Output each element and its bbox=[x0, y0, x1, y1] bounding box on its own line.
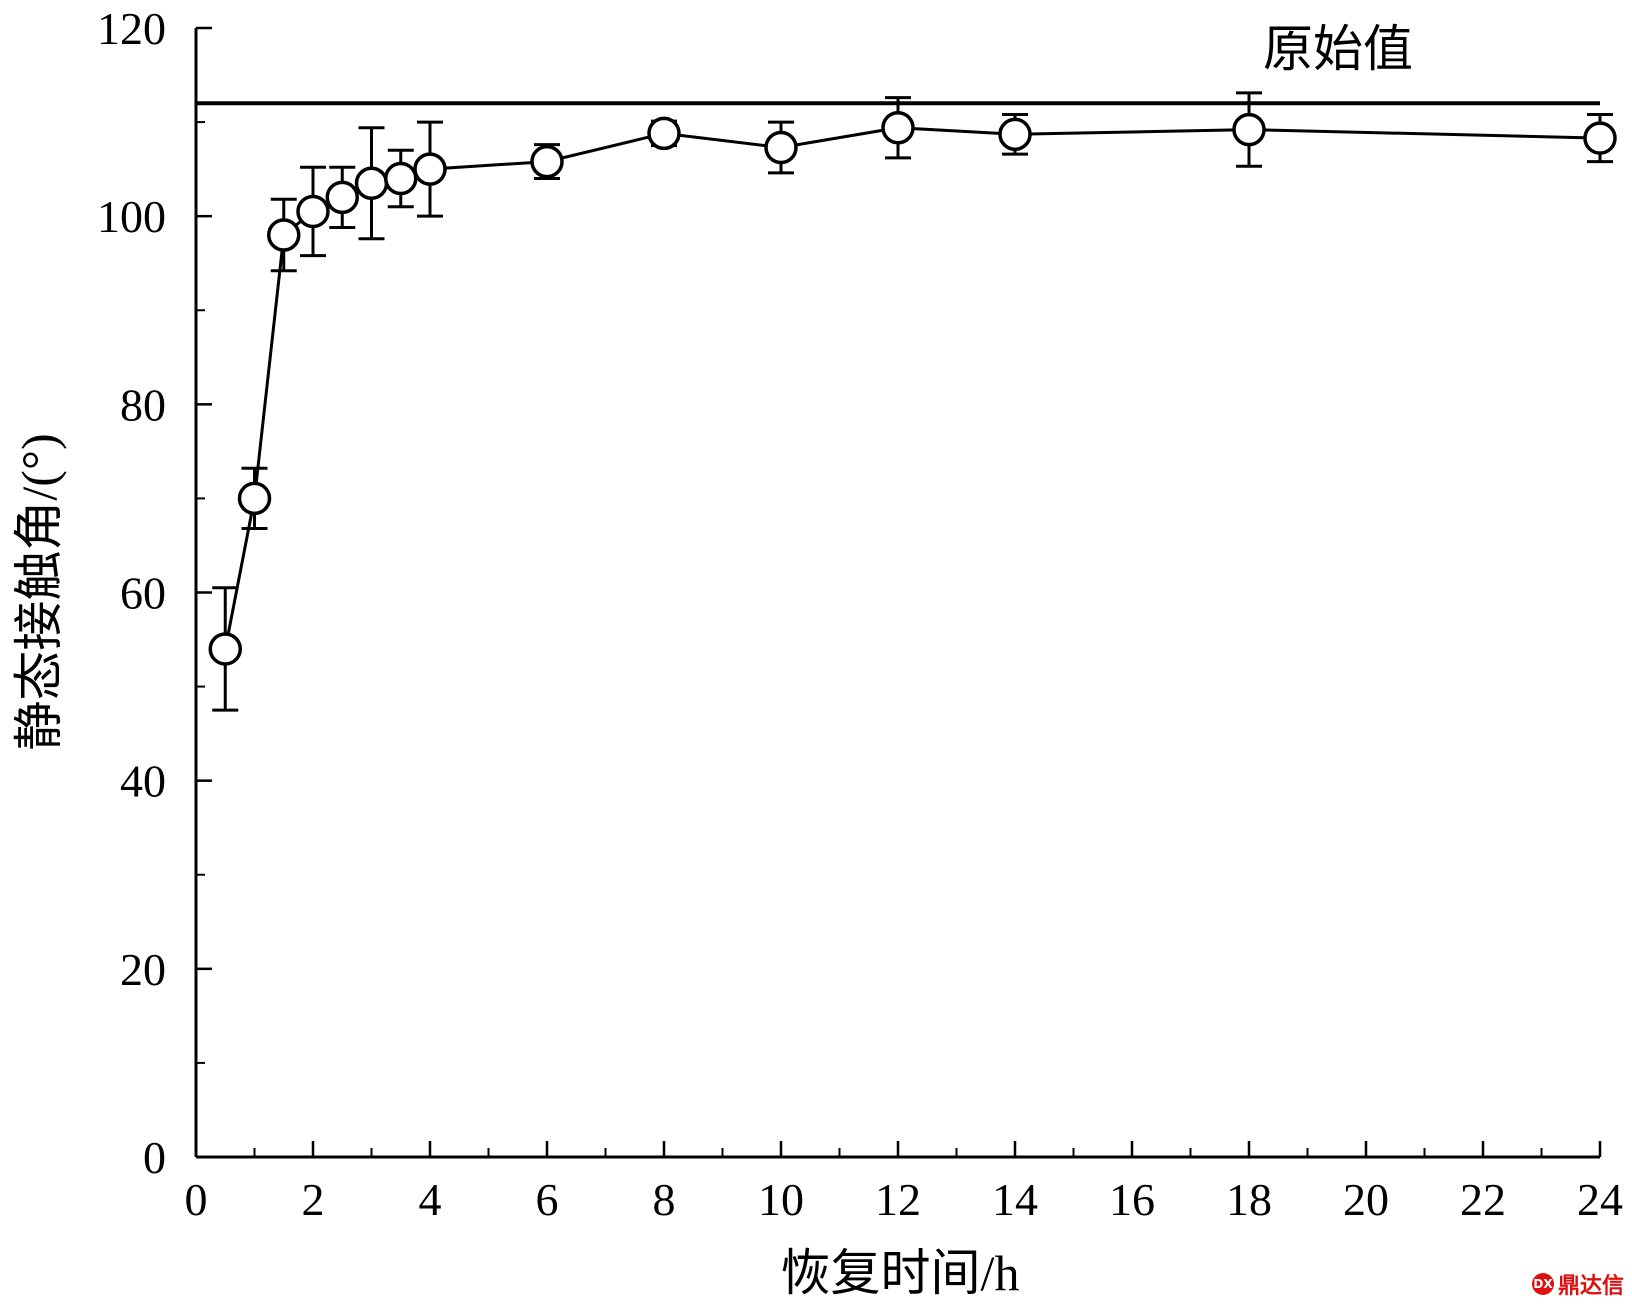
y-tick-label: 20 bbox=[120, 944, 166, 995]
data-point bbox=[208, 632, 242, 666]
data-point bbox=[881, 110, 915, 145]
data-point bbox=[296, 194, 330, 229]
x-tick-label: 24 bbox=[1577, 1174, 1623, 1225]
axes bbox=[194, 28, 1600, 1159]
x-tick-label: 6 bbox=[536, 1174, 559, 1225]
reference-line-group: 原始值 bbox=[196, 21, 1600, 106]
y-tick-label: 120 bbox=[97, 3, 166, 54]
data-point bbox=[354, 166, 389, 200]
data-point bbox=[1232, 112, 1266, 147]
reference-line-label: 原始值 bbox=[1263, 21, 1413, 77]
data-point bbox=[998, 117, 1032, 152]
x-tick-label: 4 bbox=[419, 1174, 442, 1225]
watermark: DX 鼎达信 bbox=[1531, 1268, 1624, 1300]
data-point bbox=[413, 152, 447, 186]
y-tick-label: 60 bbox=[120, 568, 166, 619]
x-tick-label: 10 bbox=[758, 1174, 804, 1225]
x-tick-label: 18 bbox=[1226, 1174, 1272, 1225]
y-tick-label: 0 bbox=[143, 1132, 166, 1183]
x-tick-label: 0 bbox=[185, 1174, 208, 1225]
watermark-text: 鼎达信 bbox=[1557, 1274, 1624, 1299]
x-tick-label: 12 bbox=[875, 1174, 921, 1225]
watermark-logo-icon: DX bbox=[1531, 1273, 1554, 1295]
y-tick-label: 100 bbox=[97, 191, 166, 242]
x-tick-label: 2 bbox=[302, 1174, 325, 1225]
y-axis-title: 静态接触角/(°) bbox=[11, 433, 67, 750]
y-tick-label: 80 bbox=[120, 379, 166, 430]
x-tick-label: 22 bbox=[1460, 1174, 1506, 1225]
x-tick-label: 20 bbox=[1343, 1174, 1389, 1225]
data-point bbox=[647, 116, 681, 151]
series-line bbox=[223, 126, 1601, 650]
data-point bbox=[384, 161, 418, 196]
x-tick-label: 14 bbox=[992, 1174, 1038, 1225]
data-point bbox=[1583, 121, 1617, 155]
data-series bbox=[208, 91, 1617, 712]
data-point bbox=[267, 218, 301, 252]
data-point bbox=[325, 180, 359, 215]
data-point bbox=[764, 130, 798, 165]
data-point bbox=[237, 481, 272, 516]
x-tick-label: 16 bbox=[1109, 1174, 1155, 1225]
data-point bbox=[530, 144, 564, 179]
x-axis-title: 恢复时间/h bbox=[781, 1245, 1020, 1301]
y-tick-label: 40 bbox=[120, 756, 166, 807]
x-tick-label: 8 bbox=[653, 1174, 676, 1225]
